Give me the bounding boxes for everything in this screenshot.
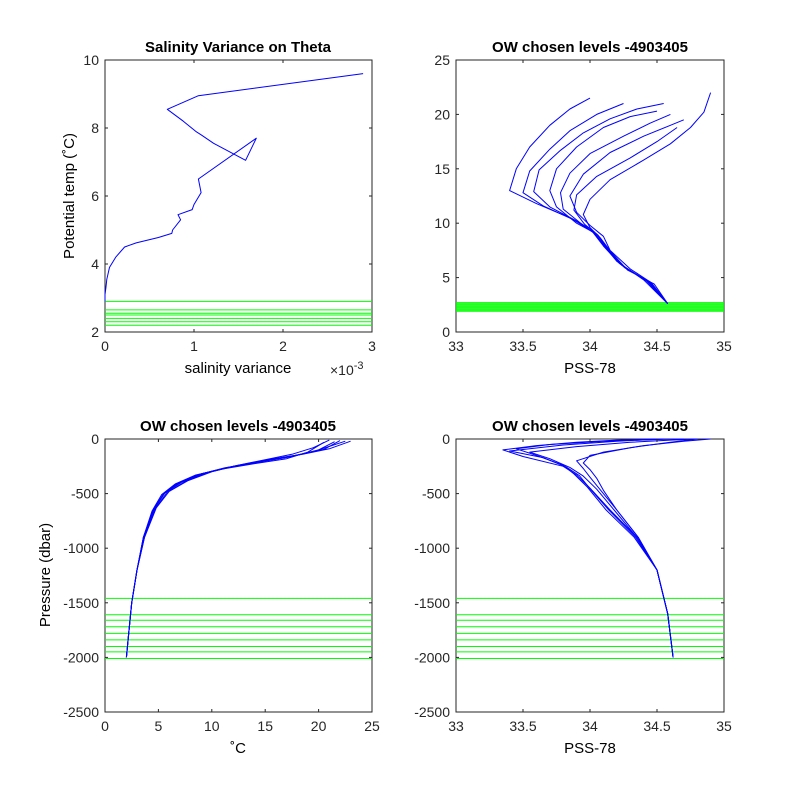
y-tick-label: -1000	[63, 540, 99, 556]
x-tick-label: 0	[101, 338, 109, 354]
subplot-salinity-variance: 0 1 2 3 2 4 6 8 10 Salinity Variance on Theta sa…	[61, 39, 376, 378]
x-axis-label: PSS-78	[564, 360, 616, 377]
x-tick-label: 35	[716, 338, 732, 354]
y-tick-label: 6	[91, 188, 99, 204]
x-tick-label: 33.5	[509, 718, 536, 734]
subplot-theta-salinity: 33 33.5 34 34.5 35 0 5 10 15 20 25 OW chosen level…	[434, 39, 732, 377]
series-line	[125, 441, 335, 658]
subplot-pressure-salinity: 33 33.5 34 34.5 35-2500-2000-1500-1000-5000 …	[414, 418, 732, 757]
x-tick-label: 2	[279, 338, 287, 354]
series-line	[573, 127, 678, 305]
axes-frame	[455, 438, 725, 713]
y-tick-label: -2500	[63, 704, 99, 720]
series-line	[104, 73, 364, 302]
chart-title: Salinity Variance on Theta	[145, 39, 332, 56]
x-tick-label: 3	[368, 338, 376, 354]
y-tick-label: 15	[434, 161, 450, 177]
x-axis-label: ˚C	[230, 740, 246, 757]
x-tick-label: 10	[204, 718, 220, 734]
y-axis-label: Pressure (dbar)	[37, 523, 54, 627]
y-tick-label: -2000	[63, 649, 99, 665]
x-tick-label: 35	[716, 718, 732, 734]
x-tick-label: 33	[448, 718, 464, 734]
subplot-pressure-temperature: 0 5 10 15 20 25 -2500 -2000 -1500 -1000 -500 0 OW c…	[37, 418, 380, 757]
y-tick-label: -2000	[414, 649, 450, 665]
chart-title: OW chosen levels -4903405	[492, 418, 688, 435]
series-line	[569, 119, 684, 305]
y-tick-label: 0	[442, 431, 450, 447]
chart-title: OW chosen levels -4903405	[140, 418, 336, 435]
y-tick-label: 0	[91, 431, 99, 447]
x-tick-label: 34	[582, 338, 598, 354]
x-exponent-label: ×10-3	[330, 360, 364, 378]
x-tick-label: 25	[364, 718, 380, 734]
x-tick-label: 1	[190, 338, 198, 354]
x-tick-label: 15	[257, 718, 273, 734]
y-tick-label: 25	[434, 52, 450, 68]
x-tick-label: 33	[448, 338, 464, 354]
chart-title: OW chosen levels -4903405	[492, 39, 688, 56]
y-tick-label: 10	[434, 215, 450, 231]
axes-frame	[104, 59, 373, 333]
y-tick-label: 10	[83, 52, 99, 68]
y-tick-label: 4	[91, 256, 99, 272]
y-axis-label: Potential temp (˚C)	[61, 133, 78, 259]
axes-frame	[104, 438, 373, 713]
y-tick-label: 0	[442, 324, 450, 340]
y-tick-label: 20	[434, 106, 450, 122]
y-tick-label: -500	[422, 486, 450, 502]
series-line	[533, 103, 669, 305]
series-line	[582, 438, 698, 658]
y-tick-label: -2500	[414, 704, 450, 720]
x-tick-label: 34.5	[643, 718, 670, 734]
y-tick-label: -500	[71, 486, 99, 502]
y-tick-label: 5	[442, 270, 450, 286]
axes-frame	[455, 59, 725, 333]
y-tick-label: -1500	[414, 595, 450, 611]
x-tick-label: 33.5	[509, 338, 536, 354]
x-axis-label: salinity variance	[185, 360, 292, 377]
y-tick-label: -1000	[414, 540, 450, 556]
x-axis-label: PSS-78	[564, 740, 616, 757]
y-tick-label: -1500	[63, 595, 99, 611]
x-tick-label: 34	[582, 718, 598, 734]
x-tick-label: 34.5	[643, 338, 670, 354]
x-tick-label: 5	[155, 718, 163, 734]
x-tick-label: 20	[311, 718, 327, 734]
y-tick-label: 8	[91, 120, 99, 136]
y-tick-label: 2	[91, 324, 99, 340]
x-tick-label: 0	[101, 718, 109, 734]
